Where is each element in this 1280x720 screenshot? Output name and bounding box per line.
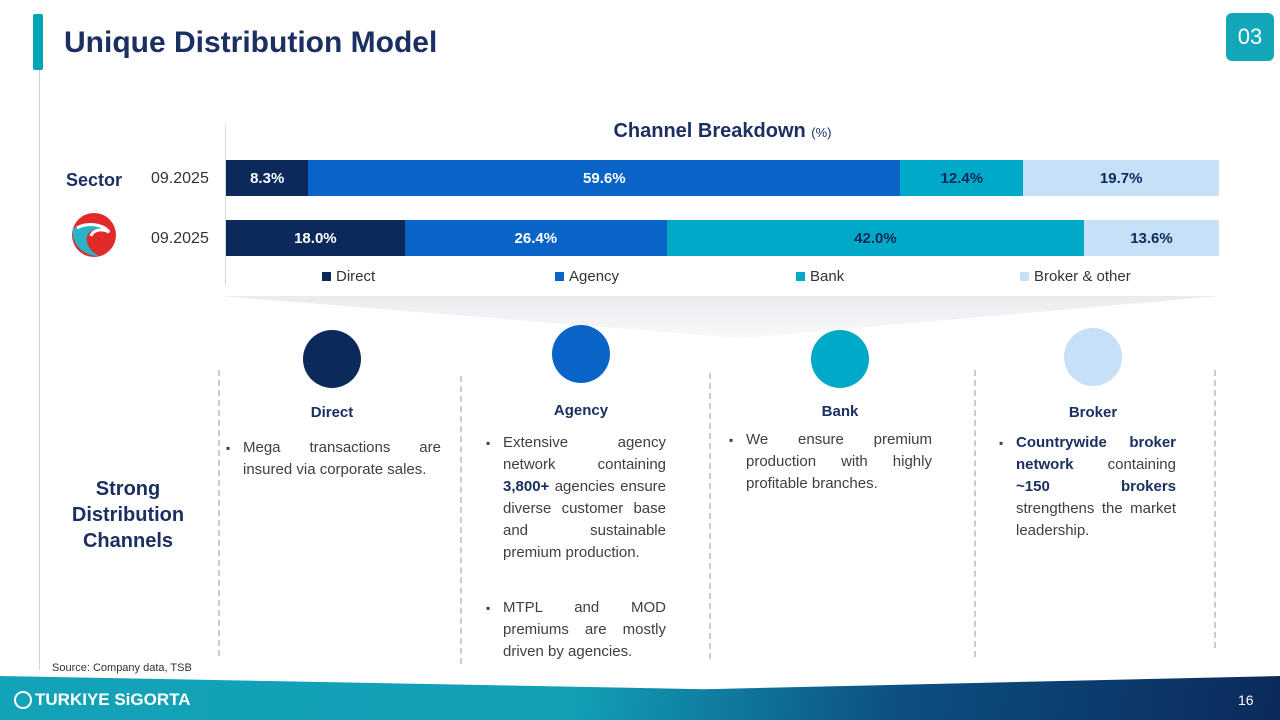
chart-title-unit: (%) — [811, 125, 832, 140]
title-accent-bar — [33, 14, 43, 70]
bank-title: Bank — [821, 403, 859, 420]
row-label-sector: Sector — [66, 170, 123, 190]
chart-title-text: Channel Breakdown — [613, 120, 806, 142]
page-number: 16 — [1238, 692, 1254, 708]
broker-circle-icon — [1064, 328, 1122, 386]
agency-title: Agency — [553, 402, 609, 419]
legend-item: Direct — [322, 268, 375, 285]
bank-bullet: We ensure premium production with highly… — [729, 429, 932, 495]
bank-circle-icon — [811, 330, 869, 388]
bar-broker-other-row1: 13.6% — [1083, 220, 1219, 256]
legend-label: Bank — [810, 268, 845, 285]
source-note: Source: Company data, TSB — [52, 662, 192, 674]
broker-title: Broker — [1068, 404, 1118, 421]
footer-logo: TURKIYE SiGORTA — [14, 690, 191, 710]
direct-circle-icon — [303, 330, 361, 388]
chart-title: Channel Breakdown (%) — [226, 120, 1219, 143]
legend-label: Agency — [569, 268, 620, 285]
channels-title: Strong Distribution Channels — [71, 478, 185, 552]
agency-bullet: MTPL and MOD premiums are mostly driven … — [486, 597, 666, 663]
row-period-company: 09.2025 — [151, 230, 209, 247]
column-divider — [1214, 370, 1216, 648]
bar-direct-row0: 8.3% — [226, 160, 309, 196]
bar-agency-row1: 26.4% — [404, 220, 667, 256]
agency-bullet: Extensive agency network containing 3,80… — [486, 432, 666, 564]
agency-circle-icon — [552, 325, 610, 383]
legend-item: Broker & other — [1020, 268, 1131, 285]
bar-broker-other-row0: 19.7% — [1023, 160, 1219, 196]
legend-item: Bank — [796, 268, 844, 285]
column-divider — [218, 370, 220, 656]
legend-swatch — [555, 272, 564, 281]
bar-agency-row0: 59.6% — [308, 160, 901, 196]
column-divider — [460, 376, 462, 664]
page-title: Unique Distribution Model — [64, 26, 438, 59]
legend-item: Agency — [555, 268, 619, 285]
bar-bank-row0: 12.4% — [900, 160, 1024, 196]
bar-direct-row1: 18.0% — [226, 220, 405, 256]
funnel-shape — [220, 296, 1220, 338]
chart-axis — [225, 125, 226, 285]
legend-label: Broker & other — [1034, 268, 1131, 285]
broker-bullet: Countrywide broker network containing ~1… — [999, 432, 1176, 542]
legend-swatch — [1020, 272, 1029, 281]
divider — [39, 70, 40, 670]
direct-bullet: Mega transactions are insured via corpor… — [226, 437, 441, 481]
legend-swatch — [796, 272, 805, 281]
direct-title: Direct — [310, 404, 354, 421]
column-divider — [974, 370, 976, 657]
footer-band — [0, 676, 1280, 720]
column-divider — [709, 373, 711, 659]
section-badge: 03 — [1226, 13, 1274, 61]
legend-swatch — [322, 272, 331, 281]
legend-label: Direct — [336, 268, 376, 285]
row-period-sector: 09.2025 — [151, 170, 209, 187]
bar-bank-row1: 42.0% — [666, 220, 1084, 256]
company-logo-icon — [72, 213, 116, 257]
brand-name: TURKIYE SiGORTA — [35, 690, 191, 709]
brand-mark-icon — [14, 691, 32, 709]
